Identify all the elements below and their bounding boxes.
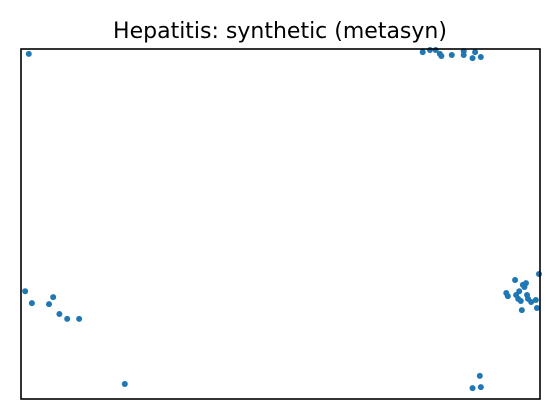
scatter-point (121, 380, 128, 387)
scatter-point (448, 51, 455, 58)
scatter-point (438, 53, 445, 59)
scatter-point (522, 280, 529, 287)
scatter-point (469, 385, 476, 392)
scatter-point (472, 49, 479, 56)
scatter-point (46, 301, 53, 308)
scatter-point (56, 310, 63, 317)
scatter-point (22, 288, 29, 295)
scatter-point (469, 55, 476, 62)
scatter-point (476, 372, 483, 379)
scatter-point (419, 49, 426, 56)
scatter-point (477, 384, 484, 391)
scatter-point (477, 54, 484, 61)
scatter-point (532, 296, 539, 303)
scatter-point (28, 300, 35, 307)
chart-title: Hepatitis: synthetic (metasyn) (113, 19, 447, 44)
scatter-point (25, 50, 32, 57)
scatter-point (528, 299, 535, 306)
scatter-point (517, 298, 524, 304)
scatter-point (460, 51, 467, 58)
scatter-point (533, 305, 540, 311)
scatter-point (512, 277, 519, 283)
scatter-point (426, 47, 433, 54)
scatter-point (50, 294, 57, 301)
scatter-point (535, 271, 542, 278)
scatter-point (504, 293, 511, 300)
scatter-point (516, 288, 523, 295)
scatter-point (64, 315, 71, 322)
scatter-point (76, 315, 83, 322)
plot-frame (20, 48, 541, 400)
scatter-point (518, 307, 525, 314)
